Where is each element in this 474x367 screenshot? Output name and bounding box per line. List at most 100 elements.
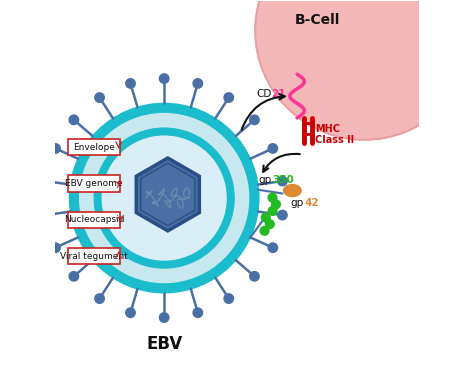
Circle shape — [250, 272, 259, 281]
Circle shape — [265, 220, 274, 229]
Circle shape — [210, 240, 215, 245]
Circle shape — [272, 200, 280, 209]
Text: EBV genome: EBV genome — [65, 179, 123, 188]
Circle shape — [250, 208, 255, 214]
Circle shape — [126, 79, 135, 88]
Circle shape — [97, 208, 101, 212]
Circle shape — [144, 259, 148, 264]
FancyBboxPatch shape — [68, 175, 120, 192]
Text: Envelope: Envelope — [73, 142, 115, 152]
Circle shape — [223, 172, 228, 177]
Circle shape — [133, 137, 137, 141]
Circle shape — [159, 313, 169, 322]
Circle shape — [106, 161, 110, 166]
Text: Viral tegument: Viral tegument — [60, 252, 128, 261]
Circle shape — [255, 0, 474, 140]
FancyBboxPatch shape — [68, 139, 120, 155]
Circle shape — [113, 120, 118, 126]
Circle shape — [278, 210, 287, 220]
Text: 42: 42 — [304, 197, 319, 208]
Circle shape — [247, 170, 253, 175]
Circle shape — [251, 195, 256, 201]
Circle shape — [156, 262, 160, 266]
Circle shape — [106, 230, 110, 235]
Circle shape — [180, 132, 184, 137]
Circle shape — [168, 130, 173, 135]
Circle shape — [168, 262, 173, 266]
Circle shape — [220, 263, 226, 269]
Text: 21: 21 — [272, 89, 286, 99]
Circle shape — [243, 233, 248, 238]
Circle shape — [250, 115, 259, 124]
Circle shape — [156, 130, 160, 135]
Circle shape — [124, 277, 130, 282]
Circle shape — [124, 114, 130, 119]
Circle shape — [228, 196, 232, 200]
Circle shape — [126, 308, 135, 317]
Circle shape — [247, 221, 253, 226]
Circle shape — [103, 263, 108, 269]
Circle shape — [86, 147, 91, 152]
Circle shape — [41, 210, 51, 220]
Circle shape — [94, 128, 234, 268]
Circle shape — [70, 103, 259, 293]
Circle shape — [80, 158, 85, 164]
Circle shape — [202, 248, 206, 253]
Circle shape — [144, 132, 148, 137]
Circle shape — [100, 220, 105, 224]
Circle shape — [86, 244, 91, 249]
Circle shape — [191, 137, 196, 141]
Ellipse shape — [283, 185, 301, 197]
Circle shape — [95, 294, 104, 303]
Circle shape — [97, 184, 101, 188]
Circle shape — [136, 109, 142, 115]
Circle shape — [122, 248, 127, 253]
Circle shape — [268, 144, 278, 153]
Circle shape — [149, 284, 154, 290]
Circle shape — [162, 285, 167, 290]
Circle shape — [193, 308, 202, 317]
Circle shape — [243, 158, 248, 164]
Circle shape — [224, 93, 234, 102]
Circle shape — [210, 120, 215, 126]
Text: Nucleocapsid: Nucleocapsid — [64, 215, 124, 225]
Circle shape — [41, 176, 51, 186]
Circle shape — [73, 183, 78, 188]
Circle shape — [278, 176, 287, 186]
Text: 350: 350 — [272, 175, 293, 185]
Circle shape — [113, 152, 118, 156]
Circle shape — [227, 184, 231, 188]
Circle shape — [94, 254, 99, 259]
Circle shape — [149, 107, 154, 112]
Circle shape — [220, 128, 226, 133]
Circle shape — [237, 244, 242, 249]
Circle shape — [113, 271, 118, 276]
Circle shape — [180, 259, 184, 264]
FancyBboxPatch shape — [68, 212, 120, 228]
Circle shape — [218, 161, 222, 166]
Text: B-Cell: B-Cell — [294, 12, 340, 26]
Circle shape — [102, 136, 226, 260]
Circle shape — [223, 220, 228, 224]
Circle shape — [94, 137, 99, 142]
Circle shape — [191, 255, 196, 259]
Circle shape — [187, 109, 192, 115]
Circle shape — [199, 114, 204, 119]
Circle shape — [193, 79, 202, 88]
Circle shape — [229, 137, 235, 142]
Circle shape — [103, 128, 108, 133]
Circle shape — [51, 144, 60, 153]
Circle shape — [113, 240, 118, 245]
Circle shape — [95, 93, 104, 102]
Circle shape — [227, 208, 231, 212]
FancyBboxPatch shape — [68, 248, 120, 264]
Circle shape — [75, 221, 81, 226]
Circle shape — [136, 281, 142, 287]
Circle shape — [100, 172, 105, 177]
Circle shape — [174, 284, 180, 290]
Circle shape — [268, 243, 278, 252]
Text: CD: CD — [256, 89, 272, 99]
Circle shape — [69, 115, 79, 124]
Circle shape — [51, 243, 60, 252]
Circle shape — [250, 183, 255, 188]
